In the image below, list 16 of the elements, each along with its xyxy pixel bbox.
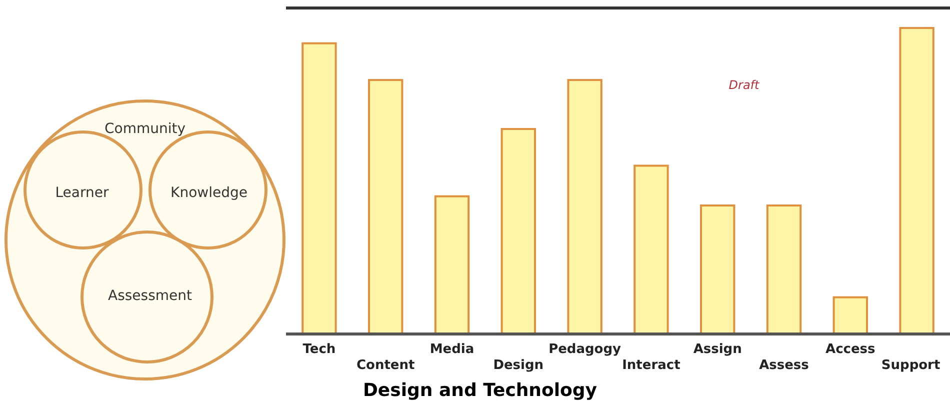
text: Learner bbox=[55, 185, 109, 201]
x-tick-label: Interact bbox=[622, 358, 680, 373]
annotation: Draft bbox=[728, 78, 761, 92]
text: Community bbox=[104, 121, 186, 137]
x-tick-label: Media bbox=[430, 342, 474, 357]
x-tick-label: Tech bbox=[302, 342, 336, 357]
x-tick-label: Assign bbox=[693, 342, 742, 357]
x-tick-label: Pedagogy bbox=[548, 342, 622, 357]
text: Assessment bbox=[108, 288, 192, 304]
x-tick-label: Content bbox=[356, 358, 415, 373]
text: Knowledge bbox=[170, 185, 248, 201]
x-tick-label: Support bbox=[881, 358, 940, 373]
x-axis-title: Design and Technology bbox=[362, 380, 598, 401]
x-tick-label: Access bbox=[826, 342, 876, 357]
x-tick-label: Design bbox=[493, 358, 544, 373]
x-tick-label: Assess bbox=[759, 358, 810, 373]
